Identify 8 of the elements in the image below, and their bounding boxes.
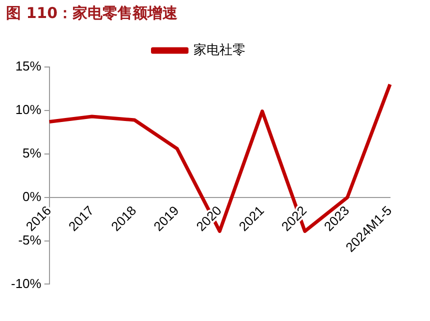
y-tick-label: -10% (10, 276, 42, 291)
chart-title: 图 110：家电零售额增速 (6, 4, 178, 23)
y-tick-label: 15% (15, 58, 42, 74)
y-tick-label: -5% (18, 232, 42, 248)
y-tick-label: 10% (15, 102, 42, 118)
y-tick-label: 5% (22, 145, 42, 160)
legend-label: 家电社零 (193, 42, 246, 58)
y-tick-label: 0% (22, 188, 42, 204)
